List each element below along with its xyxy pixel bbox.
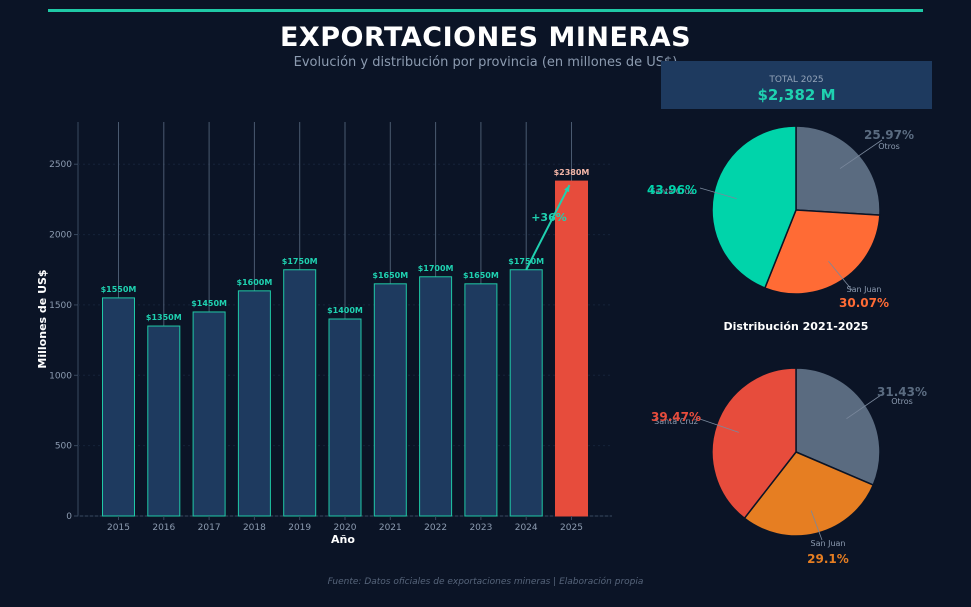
bar-2025 [555,180,588,517]
bar-value-label: $1400M [327,306,363,315]
pie-2025-pct-label: 25.97% [864,128,914,142]
bar-value-label: $1450M [191,299,227,308]
bar-2021 [373,283,407,517]
pie-2025-leader-line [699,187,737,199]
pie-2025-leader-line [828,260,853,291]
bar-value-label: $1550M [101,285,137,294]
pie-2021-2025-pct-label: 29.1% [807,552,849,566]
growth-arrow-head [564,185,570,193]
pie-2021-2025-leader-line [696,417,739,433]
pie-2021-2025-leader-line [846,392,885,420]
pie-2025-leader-line [839,139,883,169]
bar-2022 [419,276,453,517]
pie-2021-2025-slice-san-juan [743,451,875,537]
bar-value-label: $1700M [418,264,454,273]
pie-2025-pct-label: 43.96% [647,183,697,197]
top-accent-line [48,9,923,12]
x-tick-label: 2021 [379,523,402,533]
bar-2016 [147,325,181,517]
y-tick-label: 0 [66,512,72,522]
pie-2025-slice-san-juan [763,209,881,295]
total-box: TOTAL 2025 $2,382 M [661,61,932,109]
pie-2021-2025-leader-line [810,510,823,541]
bar-value-label: $2380M [554,168,590,177]
x-tick-label: 2024 [515,523,538,533]
bar-value-label: $1350M [146,313,182,322]
bar-value-label: $1650M [463,271,499,280]
pie-2025-label: San Juan [847,285,882,294]
x-tick-label: 2015 [107,523,130,533]
bar-value-label: $1650M [372,271,408,280]
bar-2023 [464,283,498,517]
growth-annotation: +36% [531,211,567,224]
bar-2024 [509,269,543,517]
bar-2020 [328,318,362,517]
growth-arrow-line [525,184,571,271]
bar-2017 [192,311,226,517]
pie-2025-slice-santa-cruz [711,125,797,289]
bar-2015 [102,297,135,517]
total-value: $2,382 M [757,86,836,104]
bar-value-label: $1600M [237,278,273,287]
y-tick-label: 1000 [49,371,72,381]
y-tick-label: 2000 [49,231,72,241]
bar-value-label: $1750M [508,257,544,266]
source-note: Fuente: Datos oficiales de exportaciones… [327,577,644,587]
pie-2021-2025-title: Distribución 2021-2025 [724,320,869,333]
y-tick-label: 500 [55,442,72,452]
x-tick-label: 2020 [334,523,357,533]
pie-2025-label: Santa Cruz [650,187,694,196]
bar-2019 [283,269,317,517]
bar-2018 [237,290,271,517]
y-tick-label: 2500 [49,160,72,170]
pie-2025-slice-otros [795,125,881,216]
y-tick-label: 1500 [49,301,72,311]
x-tick-label: 2018 [243,523,266,533]
x-tick-label: 2017 [198,523,221,533]
pie-2021-2025-label: Otros [891,397,913,406]
pie-2025-pct-label: 30.07% [839,296,889,310]
x-tick-label: 2025 [560,523,583,533]
total-label: TOTAL 2025 [769,75,824,85]
x-tick-label: 2023 [469,523,492,533]
pie-2021-2025-pct-label: 39.47% [651,410,701,424]
x-tick-label: 2019 [288,523,311,533]
x-tick-label: 2016 [152,523,175,533]
pie-2021-2025-label: Santa Cruz [654,417,698,426]
x-axis-title: Año [331,533,355,546]
pie-2021-2025-pct-label: 31.43% [877,385,927,399]
y-axis-title: Millones de US$ [36,269,49,368]
page-title: EXPORTACIONES MINERAS [279,22,692,53]
x-tick-label: 2022 [424,523,447,533]
bar-value-label: $1750M [282,257,318,266]
pie-2021-2025-label: San Juan [811,539,846,548]
pie-2025-label: Otros [878,142,900,151]
page-subtitle: Evolución y distribución por provincia (… [293,55,678,70]
